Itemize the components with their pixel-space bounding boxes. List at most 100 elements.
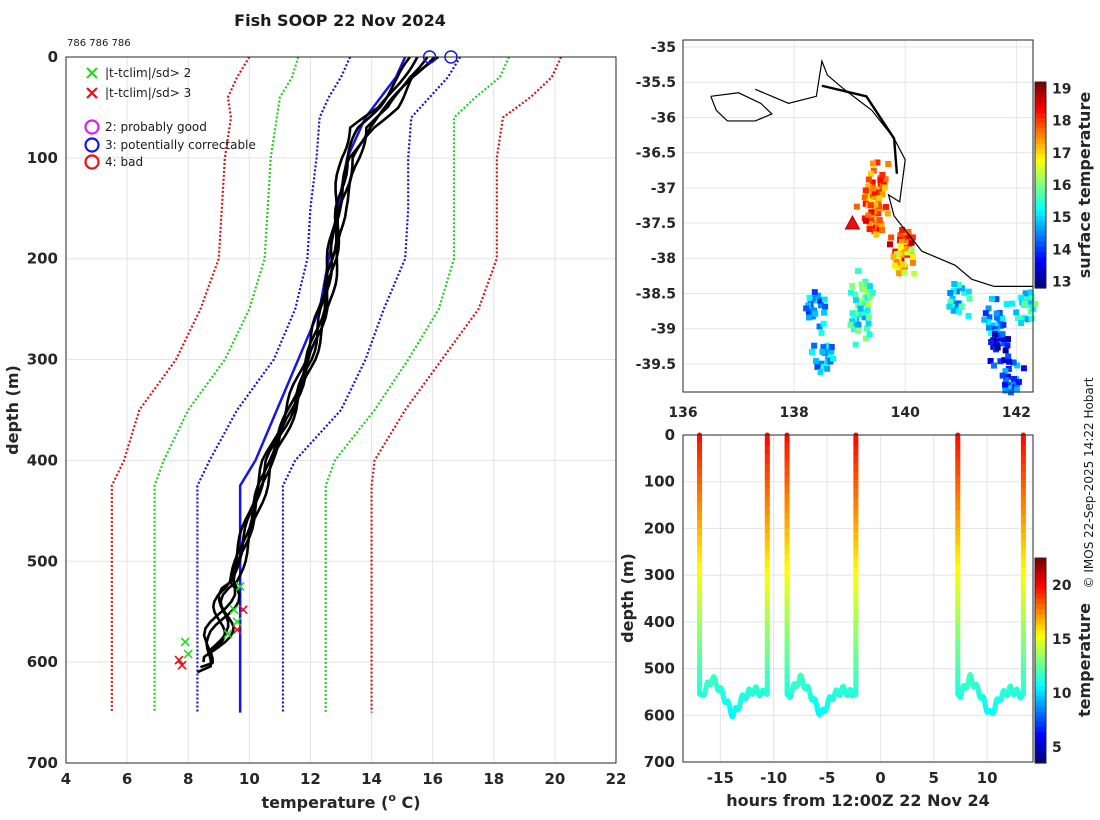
sst-pixel: [1000, 321, 1007, 328]
map-y-tick-label: -35: [651, 40, 676, 56]
colorbar-segment: [1035, 701, 1046, 708]
sst-pixel: [858, 281, 865, 288]
sst-pixel: [986, 324, 993, 331]
colorbar-segment: [1035, 619, 1046, 626]
flag-x-marker: [232, 625, 242, 635]
section-y-tick-label: 500: [644, 660, 675, 678]
colorbar-segment: [1035, 148, 1046, 155]
sst-pixel: [996, 309, 1003, 316]
colorbar-segment: [1035, 267, 1046, 274]
sst-pixel: [817, 369, 824, 376]
sst-pixel: [955, 300, 962, 307]
colorbar-segment: [1035, 241, 1046, 248]
x-tick-label: 6: [122, 770, 132, 788]
sst-pixel: [1010, 359, 1017, 366]
sst-pixel: [991, 330, 998, 337]
x-tick-label: 18: [483, 770, 504, 788]
colorbar-frame: [1034, 81, 1047, 289]
colorbar-segment: [1035, 236, 1046, 243]
sst-pixel: [1000, 335, 1007, 342]
sst-pixel: [1028, 315, 1035, 322]
sst-pixel: [898, 238, 905, 245]
colorbar-segment: [1035, 558, 1046, 564]
colorbar-segment: [1035, 711, 1046, 718]
sst-pixel: [874, 186, 881, 193]
sst-pixel: [890, 254, 897, 261]
colorbar-segment: [1035, 215, 1046, 222]
sst-pixel: [821, 309, 828, 316]
sst-pixel: [869, 289, 876, 296]
sst-pixel: [1005, 353, 1012, 360]
sst-pixel: [950, 307, 957, 314]
colorbar-segment: [1035, 118, 1046, 124]
colorbar-segment: [1035, 752, 1046, 759]
map-x-tick-label: 138: [779, 405, 808, 421]
y-tick-label: 200: [27, 250, 58, 268]
colorbar-segment: [1035, 675, 1046, 682]
y-tick-label: 100: [27, 149, 58, 167]
x-tick-label: 12: [300, 770, 321, 788]
section-x-tick-label: -5: [819, 769, 836, 787]
colorbar-segment: [1035, 706, 1046, 713]
colorbar-segment: [1035, 727, 1046, 733]
sst-pixels: [803, 159, 1039, 396]
sst-pixel: [990, 362, 997, 369]
flag-x-marker: [229, 605, 239, 615]
sst-pixel: [855, 302, 862, 309]
sst-pixel: [993, 310, 1000, 317]
colorbar-tick-label: 15: [1052, 632, 1071, 648]
sst-pixel: [853, 203, 860, 210]
sst-pixel: [869, 179, 876, 186]
colorbar-segment: [1035, 154, 1046, 160]
profile-chart: Fish SOOP 22 Nov 2024 786 786 786 4 6 8 10 1…: [3, 11, 626, 812]
colorbar-segment: [1035, 97, 1046, 104]
sst-pixel: [868, 217, 875, 224]
climatology-mean+1sd: [281, 56, 462, 713]
section-y-tick-label: 100: [644, 473, 675, 491]
colorbar-frame: [1034, 557, 1047, 764]
section-x-tick-label: 10: [977, 769, 998, 787]
sst-pixel: [1028, 294, 1035, 301]
y-tick-label: 600: [27, 653, 58, 671]
sst-pixel: [824, 365, 831, 372]
section-y-tick-label: 600: [644, 706, 675, 724]
sst-pixel: [1021, 314, 1028, 321]
colorbar-segment: [1035, 640, 1046, 646]
sst-pixel: [874, 159, 881, 166]
sst-pixel: [982, 310, 989, 317]
colorbar-segment: [1035, 159, 1046, 165]
sst-pixel: [906, 243, 913, 250]
sst-pixel: [857, 305, 864, 312]
colorbar-segment: [1035, 665, 1046, 672]
climatology-mean-2sd: [153, 56, 300, 713]
sst-pixel: [815, 292, 822, 299]
colorbar-segment: [1035, 277, 1046, 284]
sst-pixel: [947, 298, 954, 305]
map-y-tick-label: -39.5: [636, 357, 676, 373]
colorbar-segment: [1035, 257, 1046, 263]
legend-circle-marker: [84, 137, 100, 153]
sst-pixel: [812, 310, 819, 317]
colorbar-segment: [1035, 722, 1046, 728]
sst-pixel: [1015, 378, 1022, 385]
track-marker: [844, 214, 861, 230]
colorbar-segment: [1035, 691, 1046, 697]
sst-pixel: [1024, 296, 1031, 303]
colorbar-segment: [1035, 185, 1046, 191]
colorbar-segment: [1035, 246, 1046, 253]
sst-pixel: [909, 234, 916, 241]
sst-pixel: [885, 161, 892, 168]
sst-pixel: [871, 228, 878, 235]
sst-pixel: [819, 348, 826, 355]
sst-pixel: [961, 289, 968, 296]
sst-pixel: [896, 250, 903, 257]
sst-pixel: [873, 231, 880, 238]
x-tick-label: 4: [61, 770, 71, 788]
colorbar-segment: [1035, 588, 1046, 595]
colorbar-segment: [1035, 221, 1046, 227]
colorbar-segment: [1035, 210, 1046, 217]
sst-pixel: [1004, 336, 1011, 343]
sst-pixel: [994, 314, 1001, 321]
